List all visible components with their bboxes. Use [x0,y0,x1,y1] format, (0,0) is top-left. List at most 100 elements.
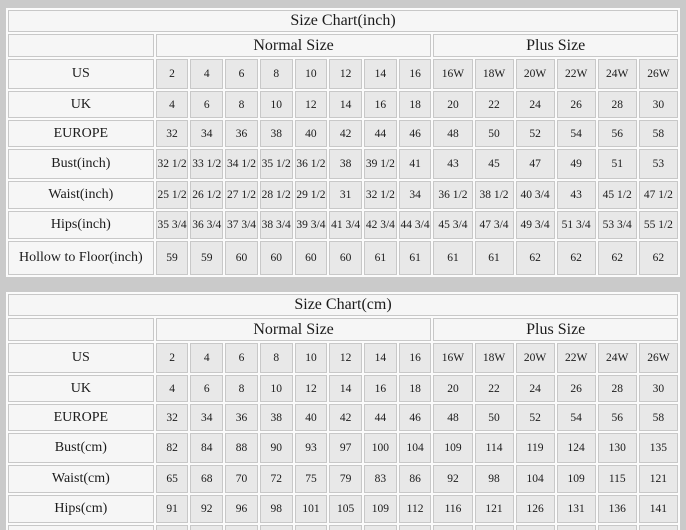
size-value-cell: 61 [364,241,397,275]
size-value-cell: 56 [597,120,637,147]
size-value-cell: 152 [294,525,328,530]
size-value-cell: 92 [433,465,473,493]
size-value-cell: 98 [259,495,293,523]
table-title: Size Chart(inch) [8,10,678,32]
size-value-cell: 56 [597,404,637,431]
size-value-cell: 36 [225,120,258,147]
size-value-cell: 46 [398,404,432,431]
size-value-cell: 54 [556,404,596,431]
size-value-cell: 6 [190,375,224,402]
size-value-cell: 8 [259,343,293,373]
size-value-cell: 27 1/2 [225,181,258,209]
size-value-cell: 41 3/4 [329,211,362,239]
size-value-cell: 105 [329,495,363,523]
group-header-normal-size: Normal Size [155,318,432,341]
size-value-cell: 79 [329,465,363,493]
size-value-cell: 51 [597,149,637,179]
size-value-cell: 33 1/2 [190,149,224,179]
size-value-cell: 10 [259,91,293,118]
size-value-cell: 28 [597,91,637,118]
size-value-cell: 37 3/4 [225,211,258,239]
size-value-cell: 39 1/2 [364,149,397,179]
size-value-cell: 30 [638,91,678,118]
size-value-cell: 54 [556,120,596,147]
size-value-cell: 6 [225,343,258,373]
size-value-cell: 43 [556,181,596,209]
row-label: US [8,343,154,373]
size-value-cell: 97 [329,433,363,463]
size-value-cell: 45 1/2 [597,181,637,209]
size-value-cell: 44 [364,120,397,147]
size-value-cell: 121 [638,465,678,493]
size-value-cell: 45 [474,149,514,179]
size-value-cell: 98 [474,465,514,493]
size-value-cell: 92 [190,495,224,523]
size-value-cell: 62 [556,241,596,275]
table-title-row: Size Chart(cm) [8,294,678,316]
size-value-cell: 39 3/4 [294,211,328,239]
size-value-cell: 34 [190,120,224,147]
size-value-cell: 2 [155,343,189,373]
table-row: Hollow to Floor(cm)141147150150152152155… [8,525,678,530]
size-value-cell: 49 3/4 [515,211,555,239]
size-value-cell: 53 [638,149,678,179]
size-value-cell: 31 [329,181,362,209]
size-value-cell: 4 [190,343,224,373]
size-value-cell: 90 [259,433,293,463]
size-value-cell: 72 [259,465,293,493]
size-value-cell: 42 3/4 [364,211,397,239]
size-value-cell: 158 [515,525,555,530]
size-value-cell: 26W [638,343,678,373]
table-row: US 2 4 6 8 10 12 14 16 16W 18W 20W 22W 24W 26W [8,59,678,89]
size-value-cell: 8 [259,59,293,89]
table-row: EUROPE 32 34 36 38 40 42 44 46 48 50 52 54 56 58 [8,404,678,431]
size-value-cell: 100 [364,433,397,463]
size-value-cell: 44 3/4 [398,211,432,239]
row-label: Hollow to Floor(cm) [8,525,154,530]
table-row: Hips(inch) 35 3/4 36 3/4 37 3/4 38 3/4 39 3/4… [8,211,678,239]
size-value-cell: 50 [474,404,514,431]
size-value-cell: 88 [225,433,258,463]
size-value-cell: 124 [556,433,596,463]
size-value-cell: 60 [259,241,293,275]
size-value-cell: 32 [155,404,189,431]
table-row: US 2 4 6 8 10 12 14 16 16W 18W 20W 22W 24W 26W [8,343,678,373]
row-label: EUROPE [8,120,154,147]
size-value-cell: 116 [433,495,473,523]
table-row: Bust(cm) 82 84 88 90 93 97 100 104 109 114 119 124 13… [8,433,678,463]
size-value-cell: 59 [190,241,224,275]
size-value-cell: 20 [433,91,473,118]
size-value-cell: 10 [259,375,293,402]
size-value-cell: 16W [433,343,473,373]
size-value-cell: 52 [515,404,555,431]
size-value-cell: 53 3/4 [597,211,637,239]
row-label: Hips(cm) [8,495,154,523]
size-value-cell: 115 [597,465,637,493]
size-value-cell: 26 1/2 [190,181,224,209]
size-value-cell: 158 [638,525,678,530]
size-value-cell: 35 3/4 [155,211,189,239]
size-value-cell: 12 [294,375,328,402]
size-value-cell: 60 [294,241,328,275]
size-value-cell: 86 [398,465,432,493]
size-value-cell: 6 [190,91,224,118]
row-label: US [8,59,154,89]
size-value-cell: 41 [398,149,432,179]
size-value-cell: 2 [155,59,189,89]
size-value-cell: 65 [155,465,189,493]
size-value-cell: 38 1/2 [474,181,514,209]
size-value-cell: 10 [294,59,328,89]
size-value-cell: 48 [433,404,473,431]
row-label: EUROPE [8,404,154,431]
size-value-cell: 82 [155,433,189,463]
table-row: Waist(inch) 25 1/2 26 1/2 27 1/2 28 1/2 29 1/… [8,181,678,209]
size-value-cell: 8 [225,91,258,118]
size-value-cell: 44 [364,404,397,431]
size-value-cell: 109 [556,465,596,493]
size-value-cell: 36 [225,404,258,431]
size-value-cell: 46 [398,120,432,147]
size-value-cell: 16W [433,59,473,89]
size-value-cell: 47 1/2 [638,181,678,209]
size-value-cell: 14 [329,375,363,402]
size-value-cell: 18 [398,375,432,402]
